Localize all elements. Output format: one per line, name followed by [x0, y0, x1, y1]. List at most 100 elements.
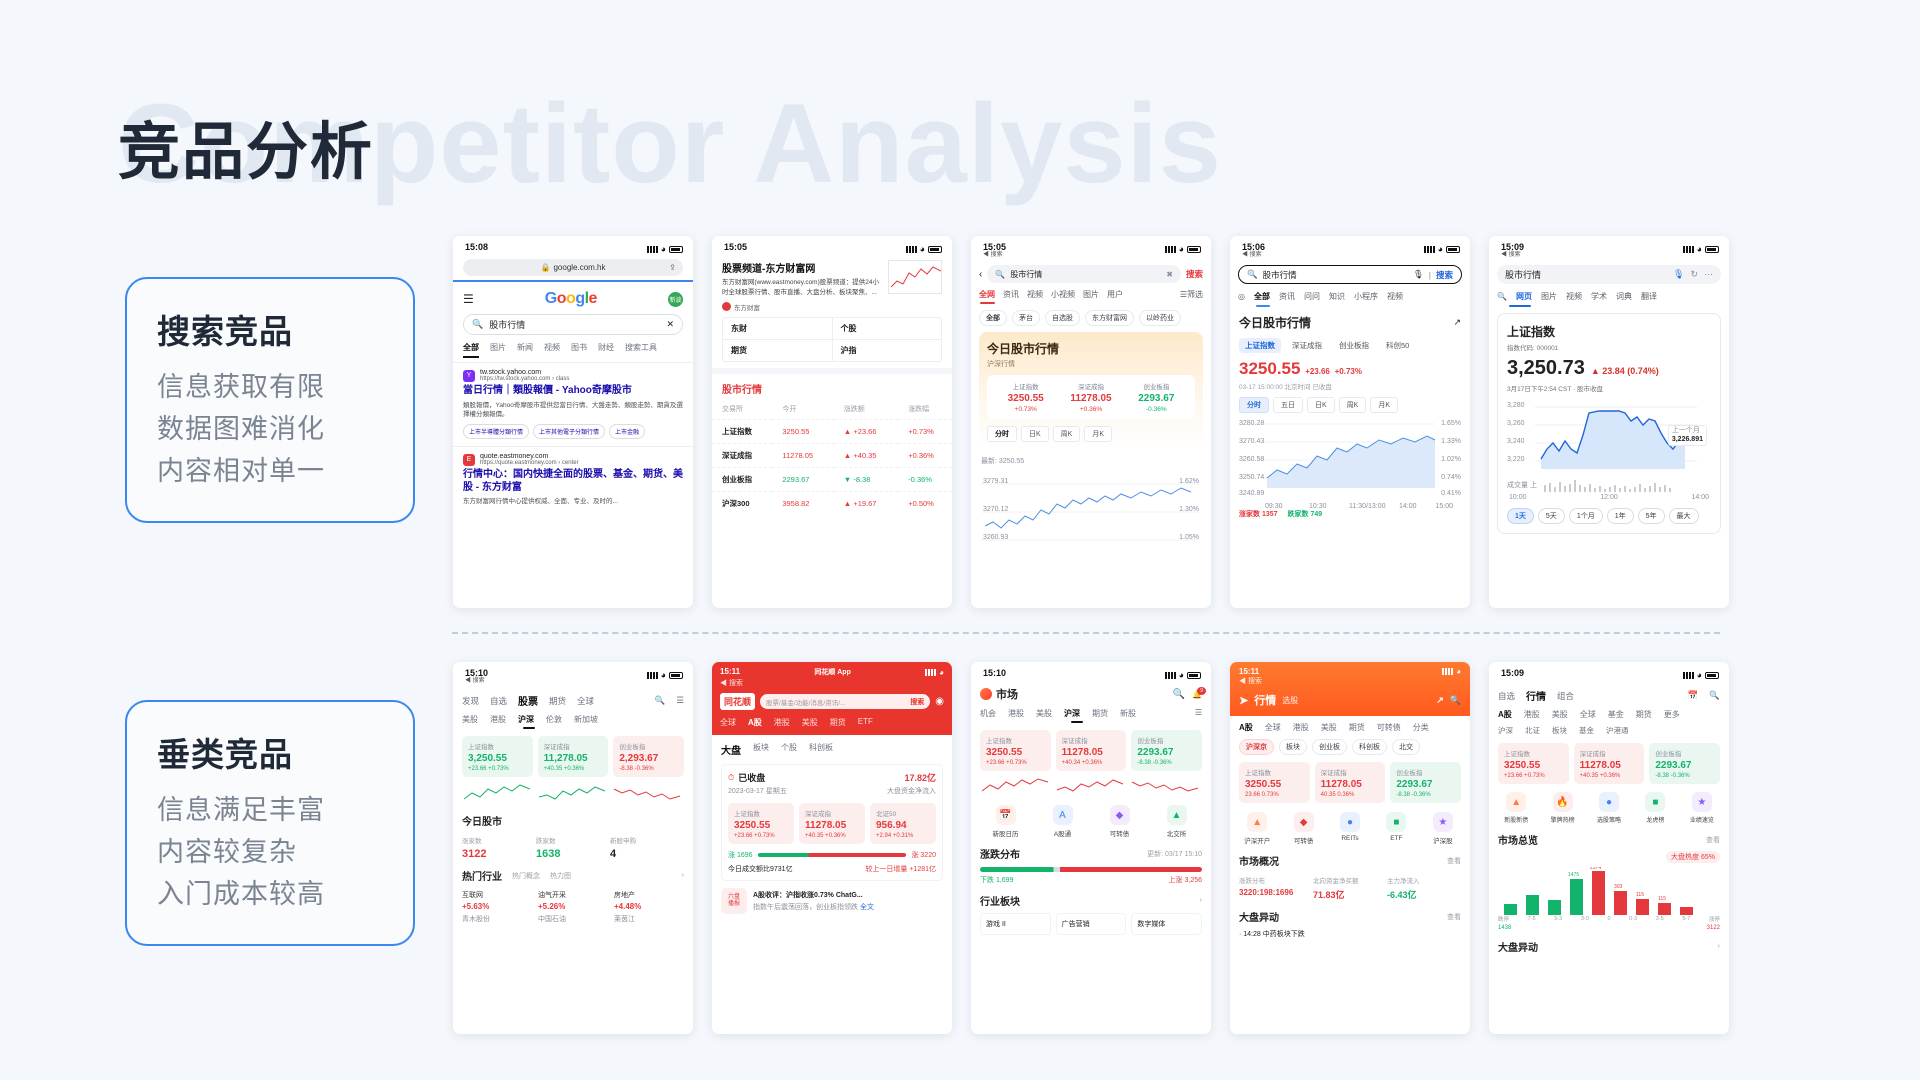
- quick-entry[interactable]: ▲ 沪深开户: [1234, 812, 1280, 845]
- tab-star50[interactable]: 科创50: [1386, 341, 1410, 351]
- tab-us[interactable]: 美股: [1036, 709, 1052, 718]
- range-1y[interactable]: 1年: [1606, 508, 1634, 525]
- quick-entry[interactable]: ■ 龙虎榜: [1632, 792, 1678, 824]
- result-title[interactable]: 當日行情｜類股報價 - Yahoo奇摩股市: [463, 385, 632, 396]
- tab-star[interactable]: 科创板: [809, 743, 833, 752]
- tab-video[interactable]: 视频: [1027, 290, 1043, 300]
- chip[interactable]: 自选股: [1045, 310, 1080, 327]
- sitelink-chip[interactable]: 上市金融: [609, 424, 646, 440]
- index-card[interactable]: 创业板指 2,293.67 -8.38 -0.36%: [613, 736, 685, 778]
- tab-videos[interactable]: 视频: [544, 343, 560, 352]
- tab-miniprogram[interactable]: 小程序: [1353, 292, 1378, 302]
- section-note[interactable]: 查看: [1447, 857, 1461, 865]
- tab-users[interactable]: 用户: [1107, 290, 1123, 300]
- tab-categories[interactable]: 分类: [1412, 723, 1429, 732]
- external-link-icon[interactable]: ↗: [1436, 694, 1444, 705]
- tab-cn[interactable]: 沪深: [518, 715, 534, 725]
- tab-dictionary[interactable]: 词典: [1615, 292, 1632, 302]
- range-monthk[interactable]: 月K: [1370, 397, 1399, 414]
- search-input[interactable]: 股市行情 🎙 ↻ ⋯: [1497, 265, 1721, 285]
- index-item[interactable]: 深证成指 11278.05 +0.36%: [1070, 384, 1112, 414]
- range-5y[interactable]: 5年: [1637, 508, 1665, 525]
- quick-link[interactable]: 东财: [723, 317, 833, 339]
- index-item[interactable]: 创业板指 2293.67 -0.36%: [1138, 384, 1175, 414]
- quick-entry[interactable]: ★ 业绩速览: [1679, 792, 1725, 824]
- tab-shenzhen[interactable]: 深证成指: [1292, 341, 1322, 351]
- tab-all[interactable]: 全网: [979, 290, 995, 300]
- chip-bse[interactable]: 北交: [1392, 739, 1420, 755]
- range-dayk[interactable]: 日K: [1307, 397, 1335, 414]
- quick-entry[interactable]: ◆ 可转债: [1280, 812, 1326, 845]
- quick-entry[interactable]: ▲ 新股新债: [1493, 792, 1539, 824]
- range-weekk[interactable]: 周K: [1052, 426, 1081, 443]
- quick-entry[interactable]: A A股通: [1034, 805, 1091, 838]
- more-icon[interactable]: ⋯: [1704, 269, 1713, 280]
- chip-connect[interactable]: 沪港通: [1606, 726, 1629, 735]
- filter-button[interactable]: ☰筛选: [1179, 290, 1203, 300]
- quick-entry[interactable]: ◆ 可转债: [1091, 805, 1148, 838]
- quick-link[interactable]: 期货: [723, 339, 833, 361]
- tab-web[interactable]: 网页: [1515, 292, 1532, 302]
- quick-entry[interactable]: ● 选股策略: [1586, 792, 1632, 824]
- tab-ashare[interactable]: A股: [1498, 710, 1512, 719]
- menu-icon[interactable]: ☰: [1194, 708, 1202, 717]
- search-result[interactable]: E quote.eastmoney.com https://quote.east…: [453, 447, 693, 506]
- quick-entry[interactable]: ▲ 北交所: [1148, 805, 1205, 838]
- chip[interactable]: 东方财富网: [1085, 310, 1134, 327]
- tab-news[interactable]: 资讯: [1278, 292, 1295, 302]
- tab-books[interactable]: 图书: [571, 343, 587, 352]
- tab-shortvideo[interactable]: 小视频: [1051, 290, 1075, 300]
- tab-opportunity[interactable]: 机会: [980, 709, 996, 718]
- index-card[interactable]: 深证成指 11278.05 +40.35 +0.36%: [799, 803, 865, 844]
- search-icon[interactable]: 🔍: [1709, 690, 1720, 700]
- tab-us[interactable]: 美股: [1320, 723, 1337, 732]
- quick-entry[interactable]: 🔥 擎牌热榜: [1539, 792, 1585, 824]
- tab-stocks[interactable]: 个股: [781, 743, 797, 752]
- tab-tools[interactable]: 搜索工具: [625, 343, 657, 352]
- index-item[interactable]: 上证指数 3250.55 +0.73%: [1007, 384, 1044, 414]
- index-card[interactable]: 上证指数 3250.55 +23.66 +0.73%: [728, 803, 794, 844]
- tab-hk[interactable]: 港股: [1523, 710, 1540, 719]
- tab-finance[interactable]: 财经: [598, 343, 614, 352]
- mic-icon[interactable]: 🎙: [1673, 269, 1685, 280]
- tab-us[interactable]: 美股: [801, 718, 818, 727]
- tab-watchlist[interactable]: 自选: [1498, 690, 1516, 701]
- tab-sectors[interactable]: 板块: [753, 743, 769, 752]
- tab-futures[interactable]: 期货: [549, 695, 567, 706]
- section-title[interactable]: 热门行业: [462, 872, 502, 884]
- tab-global[interactable]: 全球: [720, 718, 736, 727]
- page-subtitle[interactable]: 选股: [1282, 695, 1299, 705]
- section-note[interactable]: 查看: [1706, 836, 1720, 844]
- chip[interactable]: 以岭药业: [1139, 310, 1181, 327]
- range-5d[interactable]: 5天: [1537, 508, 1565, 525]
- search-input[interactable]: 🔍 股市行情 ✕: [463, 314, 683, 335]
- tab-news[interactable]: 资讯: [1003, 290, 1019, 300]
- range-1d[interactable]: 1天: [1507, 508, 1534, 525]
- tab-discover[interactable]: 发现: [462, 695, 480, 706]
- table-row[interactable]: 创业板指 2293.67 ▼ -8.38 -0.36%: [712, 466, 952, 491]
- tab-all[interactable]: 全部: [1253, 292, 1270, 302]
- tab-hk[interactable]: 港股: [490, 715, 506, 725]
- chip[interactable]: 茅台: [1012, 310, 1040, 327]
- chip-bse[interactable]: 北证: [1525, 726, 1540, 735]
- tab-news[interactable]: 新闻: [517, 343, 533, 352]
- tab-ashare[interactable]: A股: [748, 718, 762, 727]
- tab-ask[interactable]: 问问: [1303, 292, 1320, 302]
- refresh-icon[interactable]: ↻: [1690, 269, 1698, 280]
- quick-link[interactable]: 个股: [840, 323, 857, 333]
- result-title[interactable]: 股票频道-东方财富网: [722, 264, 816, 275]
- tab-futures[interactable]: 期货: [1635, 710, 1652, 719]
- search-icon[interactable]: 🔍: [654, 695, 666, 706]
- tab-us[interactable]: 美股: [1551, 710, 1568, 719]
- index-card[interactable]: 深证成指 11,278.05 +40.35 +0.36%: [537, 736, 609, 778]
- index-card[interactable]: 深证成指 11278.05 +40.34 +0.36%: [1055, 730, 1127, 771]
- range-1m[interactable]: 1个月: [1568, 508, 1603, 525]
- range-dayk[interactable]: 日K: [1021, 426, 1049, 443]
- tab-ipo[interactable]: 新股: [1120, 709, 1136, 718]
- chip-funds[interactable]: 基金: [1579, 726, 1594, 735]
- chevron-right-icon[interactable]: ›: [1717, 943, 1720, 950]
- index-card[interactable]: 北证50 956.94 +2.94 +0.31%: [870, 803, 936, 844]
- search-button[interactable]: 搜索: [910, 698, 925, 706]
- range-5day[interactable]: 五日: [1273, 397, 1303, 414]
- quick-entry[interactable]: 📅 新股日历: [977, 805, 1034, 838]
